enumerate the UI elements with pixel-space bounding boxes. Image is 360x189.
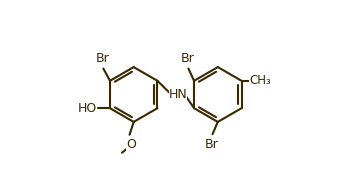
Text: Br: Br [205,138,219,151]
Text: Br: Br [95,52,109,65]
Text: CH₃: CH₃ [249,74,271,87]
Text: HO: HO [78,102,97,115]
Text: O: O [126,138,136,151]
Text: HN: HN [169,88,188,101]
Text: Br: Br [181,52,194,65]
